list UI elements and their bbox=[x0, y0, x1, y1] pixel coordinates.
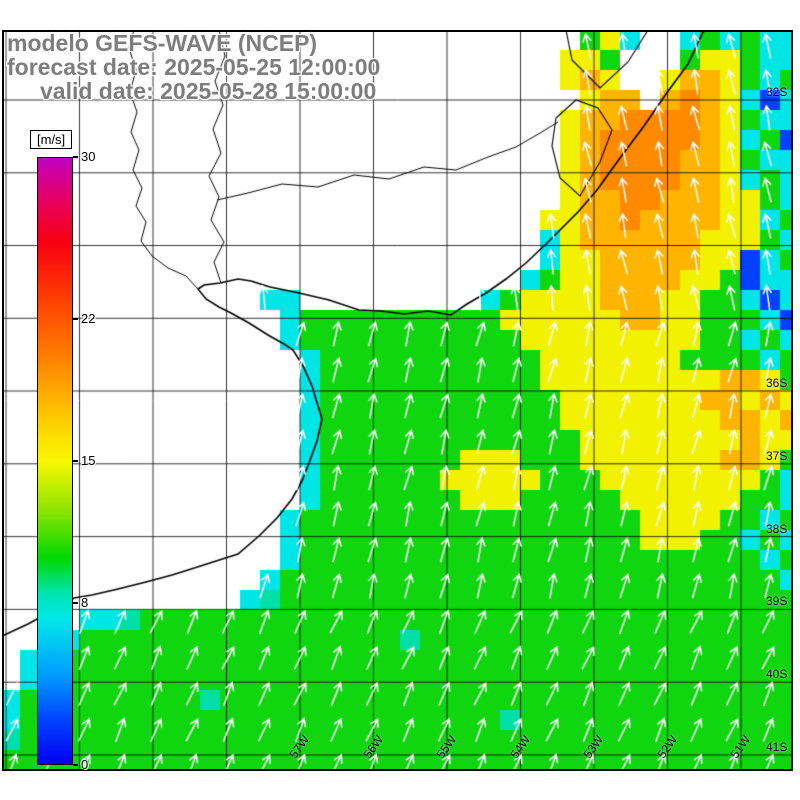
colorbar-tick-label-22: 22 bbox=[81, 311, 96, 326]
lat-label-40S: 40S bbox=[766, 667, 788, 682]
map-title-block: modelo GEFS-WAVE (NCEP) forecast date: 2… bbox=[7, 31, 380, 103]
lat-label-36S: 36S bbox=[766, 376, 788, 390]
model-title: modelo GEFS-WAVE (NCEP) bbox=[7, 30, 318, 56]
lat-label-38S: 38S bbox=[766, 521, 788, 536]
colorbar-unit-label: [m/s] bbox=[30, 130, 73, 149]
valid-date-label: valid date: 2025-05-28 15:00:00 bbox=[40, 78, 377, 104]
colorbar-tick-label-8: 8 bbox=[81, 595, 89, 610]
colorbar-tick-mark-15 bbox=[73, 460, 78, 462]
colorbar-tick-mark-30 bbox=[73, 156, 78, 158]
colorbar-tick-label-30: 30 bbox=[81, 149, 96, 164]
forecast-date-label: forecast date: 2025-05-25 12:00:00 bbox=[7, 54, 381, 80]
colorbar-tick-label-15: 15 bbox=[81, 453, 96, 468]
lat-label-37S: 37S bbox=[766, 448, 788, 463]
colorbar-gradient bbox=[37, 157, 73, 765]
colorbar-tick-mark-8 bbox=[73, 602, 78, 604]
colorbar-tick-mark-22 bbox=[73, 318, 78, 320]
lat-label-41S: 41S bbox=[766, 740, 788, 754]
lat-label-32S: 32S bbox=[766, 85, 788, 99]
colorbar-tick-label-0: 0 bbox=[81, 757, 89, 772]
colorbar-tick-mark-0 bbox=[73, 764, 78, 766]
lat-label-39S: 39S bbox=[766, 594, 788, 609]
